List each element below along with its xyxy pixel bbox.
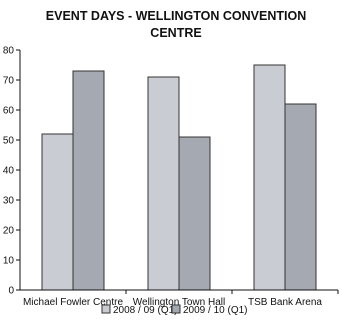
bars-group — [41, 64, 317, 291]
y-axis: 0 10 20 30 40 50 60 70 80 — [3, 46, 21, 297]
y-tick-label: 70 — [3, 76, 15, 87]
legend-swatch — [171, 304, 181, 314]
bar-series-2 — [72, 70, 105, 291]
legend-label: 2009 / 10 (Q1) — [183, 305, 247, 316]
y-tick-label: 10 — [3, 256, 15, 267]
x-category-label: Michael Fowler Centre — [23, 297, 123, 308]
chart-title-line-2: CENTRE — [150, 26, 201, 40]
bar-series-1 — [253, 64, 286, 291]
legend: 2008 / 09 (Q1) 2009 / 10 (Q1) — [101, 304, 247, 316]
bar-series-2 — [178, 136, 211, 291]
x-category-label: TSB Bank Arena — [248, 297, 322, 308]
x-category-label: Wellington Town Hall — [133, 297, 225, 308]
bar-series-1 — [147, 76, 180, 291]
y-tick-label: 0 — [8, 286, 14, 297]
bar-series-2 — [284, 103, 317, 291]
bar-series-1 — [41, 133, 74, 291]
legend-label: 2008 / 09 (Q1) — [113, 305, 177, 316]
chart-title-line-1: EVENT DAYS - WELLINGTON CONVENTION — [46, 9, 306, 23]
y-tick-label: 50 — [3, 136, 15, 147]
legend-swatch — [101, 304, 111, 314]
y-tick-label: 80 — [3, 46, 15, 57]
y-tick-label: 30 — [3, 196, 15, 207]
y-tick-label: 60 — [3, 106, 15, 117]
y-tick-label: 40 — [3, 166, 15, 177]
x-axis: Michael Fowler Centre Wellington Town Hal… — [20, 289, 339, 308]
y-tick-label: 20 — [3, 226, 15, 237]
